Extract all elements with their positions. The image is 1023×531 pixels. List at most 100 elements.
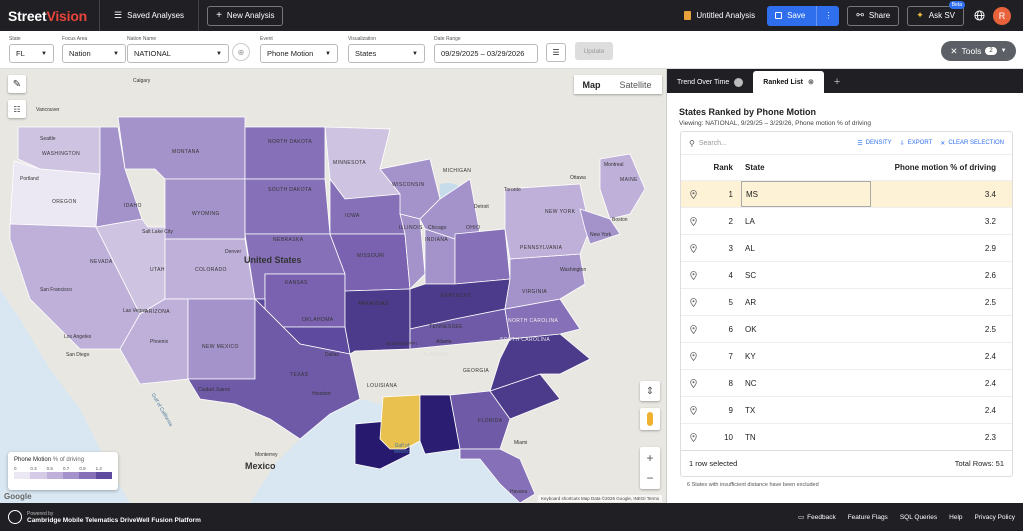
state-cell[interactable]: NC <box>745 378 757 388</box>
search-input[interactable]: Search... <box>698 139 727 147</box>
close-icon[interactable]: ⊗ <box>807 79 814 86</box>
add-tab-icon[interactable]: + <box>833 76 841 88</box>
state-cell[interactable]: OK <box>745 324 757 334</box>
map-pin-icon[interactable] <box>681 432 705 442</box>
table-row[interactable]: 7 KY 2.4 <box>681 342 1012 369</box>
table-body: 1 MS 3.4 2 LA 3.2 3 AL 2.9 4 SC 2.6 5 AR 2.5 6 OK 2.5 7 KY 2… <box>681 180 1012 450</box>
header-rank[interactable]: Rank <box>713 163 733 172</box>
table-row[interactable]: 6 OK 2.5 <box>681 315 1012 342</box>
save-button[interactable]: Save ⋮ <box>767 5 840 26</box>
map-type-map[interactable]: Map <box>582 79 601 90</box>
map-pin-icon[interactable] <box>681 297 705 307</box>
map-pin-icon[interactable] <box>681 243 705 253</box>
nation-name-select[interactable]: NATIONAL ▼ <box>127 44 229 63</box>
state-cell[interactable]: KY <box>745 351 756 361</box>
density-label: DENSITY <box>865 139 892 146</box>
map-attribution[interactable]: Keyboard shortcuts Map Data ©2026 Google… <box>537 495 662 502</box>
draw-pencil-icon[interactable]: ✎ <box>8 75 26 93</box>
state-label-wisconsin: WISCONSIN <box>392 182 425 188</box>
tools-button[interactable]: ✕ Tools 2 ▼ <box>941 41 1016 61</box>
filter-icon[interactable]: ☰ <box>546 43 566 62</box>
map-pin-icon[interactable] <box>681 270 705 280</box>
state-cell[interactable]: SC <box>745 270 757 280</box>
feature-flags-link[interactable]: Feature Flags <box>847 513 888 521</box>
map-pin-icon[interactable] <box>681 351 705 361</box>
privacy-policy-link[interactable]: Privacy Policy <box>974 513 1015 521</box>
city-label: Monterrey <box>255 452 278 458</box>
zoom-in-icon[interactable]: + <box>646 451 654 465</box>
map-pin-icon[interactable] <box>681 405 705 415</box>
tab-ranked-list[interactable]: Ranked List ⊗ <box>753 71 824 93</box>
zoom-controls: + − <box>640 447 660 489</box>
map-pin-icon[interactable] <box>681 378 705 388</box>
state-label-kentucky: KENTUCKY <box>441 293 472 299</box>
table-row[interactable]: 4 SC 2.6 <box>681 261 1012 288</box>
state-cell[interactable]: MS <box>741 181 871 207</box>
locate-icon[interactable]: ⊕ <box>232 43 250 61</box>
state-cell[interactable]: AR <box>745 297 757 307</box>
city-label: Houston <box>312 391 331 397</box>
focus-area-select[interactable]: Nation ▼ <box>62 44 126 63</box>
share-button[interactable]: ⚯ Share <box>847 5 900 26</box>
city-label: Calgary <box>133 78 151 84</box>
header-value[interactable]: Phone motion % of driving <box>894 163 996 172</box>
help-link[interactable]: Help <box>949 513 963 521</box>
pegman-icon[interactable] <box>640 408 660 430</box>
table-row[interactable]: 1 MS 3.4 <box>681 180 1012 207</box>
nation-name-label: Nation Name <box>127 36 157 42</box>
state-label-pennsylvania: PENNSYLVANIA <box>520 245 563 251</box>
avatar[interactable]: R <box>993 6 1011 25</box>
event-select[interactable]: Phone Motion ▼ <box>260 44 338 63</box>
new-analysis-button[interactable]: + New Analysis <box>207 5 284 26</box>
city-label: Phoenix <box>150 339 169 345</box>
state-cell[interactable]: TX <box>745 405 756 415</box>
tab-trend-over-time[interactable]: Trend Over Time <box>667 71 753 93</box>
ask-sv-button[interactable]: ✦ Ask SV Beta <box>907 0 965 26</box>
export-button[interactable]: ⇩ EXPORT <box>900 140 933 147</box>
save-icon <box>775 12 783 19</box>
state-label-nebraska: NEBRASKA <box>273 237 304 243</box>
table-row[interactable]: 9 TX 2.4 <box>681 396 1012 423</box>
table-row[interactable]: 3 AL 2.9 <box>681 234 1012 261</box>
saved-analyses-button[interactable]: ☰ Saved Analyses <box>106 6 192 26</box>
state-cell[interactable]: AL <box>745 243 755 253</box>
state-label-louisiana: LOUISIANA <box>367 383 398 389</box>
logo-vision: Vision <box>46 7 88 24</box>
legend-title: Phone Motion <box>14 457 52 463</box>
visualization-select[interactable]: States ▼ <box>348 44 425 63</box>
state-cell[interactable]: LA <box>745 216 755 226</box>
table-row[interactable]: 8 NC 2.4 <box>681 369 1012 396</box>
sql-queries-link[interactable]: SQL Queries <box>899 513 938 521</box>
map-pin-icon[interactable] <box>681 324 705 334</box>
state-cell[interactable]: TN <box>745 432 756 442</box>
map-type-satellite[interactable]: Satellite <box>619 79 652 90</box>
zoom-out-icon[interactable]: − <box>646 471 654 485</box>
state-label-idaho: IDAHO <box>124 203 142 209</box>
map-settings-icon[interactable]: ☷ <box>8 100 26 118</box>
close-icon[interactable] <box>734 77 744 87</box>
compass-icon[interactable]: ⇕ <box>640 381 660 401</box>
map-view[interactable]: WASHINGTON OREGON IDAHO MONTANA WYOMING … <box>0 69 666 503</box>
value-cell: 2.4 <box>984 378 996 388</box>
date-range-input[interactable]: 09/29/2025 – 03/29/2026 <box>434 44 538 63</box>
header-state[interactable]: State <box>745 163 765 172</box>
state-select[interactable]: FL ▼ <box>9 44 54 63</box>
list-icon: ☰ <box>114 10 123 20</box>
clear-selection-button[interactable]: ✕ CLEAR SELECTION <box>940 140 1004 147</box>
more-vert-icon[interactable]: ⋮ <box>816 5 839 26</box>
density-button[interactable]: ☰ DENSITY <box>857 140 891 147</box>
map-pin-icon[interactable] <box>681 189 705 199</box>
rank-cell: 3 <box>728 243 733 253</box>
results-panel: Trend Over Time Ranked List ⊗ + States Ra… <box>666 69 1023 503</box>
table-row[interactable]: 10 TN 2.3 <box>681 423 1012 450</box>
analysis-name[interactable]: Untitled Analysis <box>676 6 763 26</box>
update-button[interactable]: Update <box>575 42 613 60</box>
globe-icon[interactable] <box>966 6 993 26</box>
feedback-link[interactable]: ▭ Feedback <box>798 513 836 522</box>
map-pin-icon[interactable] <box>681 216 705 226</box>
value-cell: 2.4 <box>984 351 996 361</box>
table-row[interactable]: 5 AR 2.5 <box>681 288 1012 315</box>
app-logo[interactable]: StreetVision <box>8 8 87 24</box>
table-row[interactable]: 2 LA 3.2 <box>681 207 1012 234</box>
chat-icon: ▭ <box>798 514 805 521</box>
